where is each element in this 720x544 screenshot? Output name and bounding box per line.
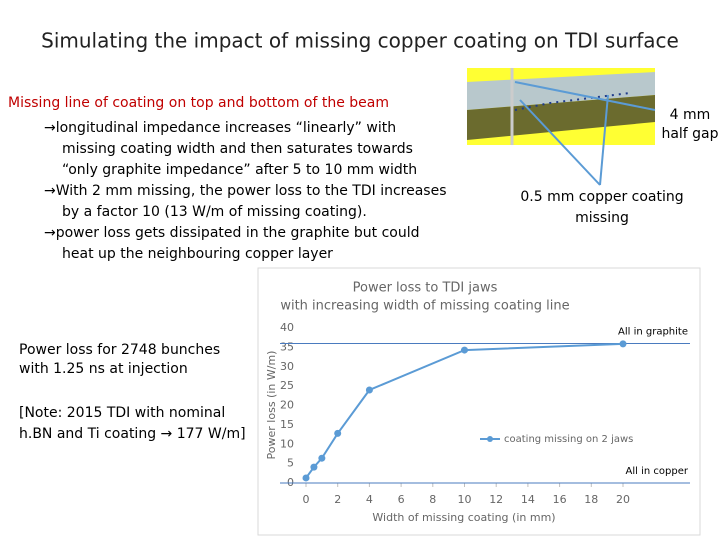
legend-marker (487, 436, 493, 442)
side-note: h.BN and Ti coating → 177 W/m] (19, 426, 246, 442)
body-line: →longitudinal impedance increases “linea… (44, 120, 396, 136)
y-axis-label: Power loss (in W/m) (265, 351, 278, 460)
point (302, 474, 310, 482)
x-tick-label: 20 (616, 493, 630, 506)
x-tick-label: 0 (303, 493, 310, 506)
x-tick-label: 4 (366, 493, 373, 506)
point (318, 454, 326, 462)
x-tick-label: 18 (584, 493, 598, 506)
body-line: →power loss gets dissipated in the graph… (44, 225, 420, 241)
heading: Missing line of coating on top and botto… (8, 95, 389, 111)
point (310, 463, 318, 471)
side-note: Power loss for 2748 bunches (19, 342, 220, 358)
point (461, 346, 468, 354)
body-line: →With 2 mm missing, the power loss to th… (44, 183, 447, 199)
arrow (514, 81, 656, 111)
x-tick-label: 16 (553, 493, 567, 506)
arrow (599, 94, 609, 186)
y-tick-label: 25 (280, 379, 294, 392)
point (619, 340, 627, 348)
side-note: with 1.25 ns at injection (19, 361, 188, 377)
x-axis-label: Width of missing coating (in mm) (372, 511, 555, 524)
side-note: [Note: 2015 TDI with nominal (19, 405, 225, 421)
annotation: All in copper (626, 466, 689, 477)
chart-title: Power loss to TDI jaws (353, 281, 498, 296)
y-tick-label: 35 (280, 340, 294, 353)
gap-label: half gap (661, 126, 718, 142)
point (334, 429, 342, 437)
arrow (519, 99, 601, 186)
coating-label: 0.5 mm copper coating (520, 189, 683, 205)
point (365, 386, 373, 394)
y-tick-label: 5 (287, 457, 294, 470)
x-tick-label: 12 (489, 493, 503, 506)
body-line: by a factor 10 (13 W/m of missing coatin… (62, 204, 367, 220)
x-tick-label: 14 (521, 493, 535, 506)
y-tick-label: 10 (280, 437, 294, 450)
legend-label: coating missing on 2 jaws (504, 434, 633, 445)
y-tick-label: 40 (280, 321, 294, 334)
y-tick-label: 30 (280, 360, 294, 373)
x-tick-label: 2 (334, 493, 341, 506)
chart-frame (257, 267, 701, 536)
body-line: missing coating width and then saturates… (62, 141, 413, 157)
y-tick-label: 15 (280, 418, 294, 431)
body-line: “only graphite impedance” after 5 to 10 … (62, 162, 417, 178)
annotation: All in graphite (618, 327, 688, 338)
x-tick-label: 10 (458, 493, 472, 506)
chart-title: with increasing width of missing coating… (280, 299, 569, 314)
slide-title: Simulating the impact of missing copper … (41, 29, 679, 53)
x-tick-label: 8 (429, 493, 436, 506)
y-tick-label: 20 (280, 399, 294, 412)
x-tick-label: 6 (398, 493, 405, 506)
gap-label: 4 mm (670, 107, 711, 123)
image (467, 68, 656, 186)
coating-label: missing (575, 210, 629, 226)
body-line: heat up the neighbouring copper layer (62, 246, 333, 262)
